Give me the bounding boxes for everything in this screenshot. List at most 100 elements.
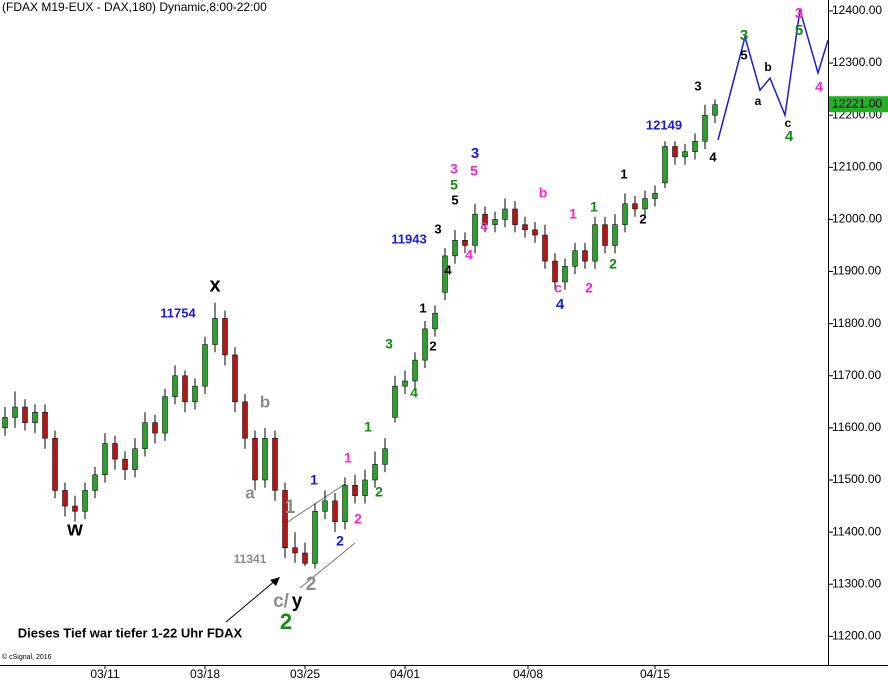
candle-body bbox=[652, 193, 658, 199]
candle-body bbox=[702, 114, 708, 142]
candle-body bbox=[442, 255, 448, 293]
candle-body bbox=[332, 500, 338, 522]
y-tick-label: 11500.00 bbox=[832, 472, 881, 486]
wave-label: w bbox=[66, 518, 83, 540]
candle-body bbox=[72, 505, 78, 512]
y-tick-label: 11900.00 bbox=[832, 264, 881, 278]
wave-label: c bbox=[554, 280, 562, 296]
candle-body bbox=[462, 240, 468, 246]
candle-body bbox=[222, 318, 228, 356]
wave-label: 5 bbox=[450, 177, 458, 193]
candle-body bbox=[562, 266, 568, 283]
candle-body bbox=[432, 312, 438, 330]
chart-title: (FDAX M19-EUX - DAX,180) Dynamic,8:00-22… bbox=[2, 0, 267, 14]
channel-line bbox=[282, 483, 346, 526]
candle-body bbox=[372, 464, 378, 481]
candle-body bbox=[232, 354, 238, 403]
projection-line bbox=[717, 9, 829, 141]
candle-body bbox=[352, 484, 358, 496]
candle-body bbox=[242, 401, 248, 439]
candle-body bbox=[682, 151, 688, 158]
y-tick-label: 12300.00 bbox=[832, 55, 882, 69]
wave-label: 5 bbox=[451, 192, 458, 207]
candle-body bbox=[382, 448, 388, 465]
candle-body bbox=[632, 203, 638, 210]
candle-body bbox=[452, 240, 458, 257]
candle-body bbox=[712, 104, 718, 116]
wave-label: 1 bbox=[344, 450, 352, 466]
candle-body bbox=[2, 417, 8, 429]
channel-line bbox=[299, 542, 356, 589]
candle-body bbox=[522, 224, 528, 231]
candle-body bbox=[552, 260, 558, 283]
last-price-label: 12221.00 bbox=[832, 96, 882, 110]
wave-label: a bbox=[755, 94, 762, 108]
x-tick-label: 04/01 bbox=[390, 667, 420, 681]
wave-label: 1 bbox=[419, 300, 426, 315]
wave-label: 2 bbox=[639, 211, 646, 226]
candle-body bbox=[202, 344, 208, 387]
wave-label: 11754 bbox=[160, 305, 196, 320]
wave-label: 3 bbox=[740, 27, 748, 44]
wave-label: Dieses Tief war tiefer 1-22 Uhr FDAX bbox=[18, 625, 243, 640]
candle-body bbox=[132, 448, 138, 470]
candle-body bbox=[532, 229, 538, 236]
candle-body bbox=[162, 396, 168, 434]
wave-label: 2 bbox=[280, 609, 292, 634]
candle-body bbox=[22, 406, 28, 423]
y-tick-label: 11600.00 bbox=[832, 420, 881, 434]
wave-label: c/ bbox=[273, 591, 290, 612]
candle-body bbox=[182, 375, 188, 403]
wave-label: 2 bbox=[585, 280, 593, 296]
x-tick-label: 03/11 bbox=[90, 667, 119, 681]
wave-label: 2 bbox=[375, 484, 383, 500]
candle-body bbox=[272, 438, 278, 491]
wave-label: y bbox=[292, 591, 303, 612]
copyright: © cSignal, 2016 bbox=[2, 653, 52, 661]
candle-body bbox=[112, 443, 118, 460]
y-tick-label: 12400.00 bbox=[832, 3, 882, 17]
wave-label: 2 bbox=[609, 256, 617, 272]
candle-body bbox=[542, 234, 548, 262]
candle-body bbox=[292, 547, 298, 554]
wave-label: 2 bbox=[429, 338, 436, 353]
wave-label: c bbox=[785, 116, 792, 130]
x-tick-label: 04/08 bbox=[513, 667, 543, 681]
candle-body bbox=[172, 375, 178, 397]
wave-label: 11341 bbox=[234, 552, 267, 566]
y-tick-label: 11700.00 bbox=[832, 368, 881, 382]
wave-label: 4 bbox=[556, 296, 565, 313]
candle-body bbox=[582, 250, 588, 262]
candle-body bbox=[322, 500, 328, 512]
y-tick-label: 11300.00 bbox=[832, 576, 881, 590]
candle-body bbox=[622, 203, 628, 225]
wave-label: 3 bbox=[471, 145, 479, 162]
wave-label: 3 bbox=[434, 221, 441, 236]
x-tick-label: 04/15 bbox=[640, 667, 670, 681]
arrow bbox=[225, 579, 277, 623]
x-tick-label: 03/25 bbox=[290, 667, 320, 681]
y-tick-label: 12000.00 bbox=[832, 212, 882, 226]
wave-label: 3 bbox=[450, 161, 458, 177]
candle-body bbox=[492, 219, 498, 225]
candle-body bbox=[52, 438, 58, 491]
candle-body bbox=[642, 198, 648, 210]
wave-label: 4 bbox=[465, 247, 473, 263]
wave-label: a bbox=[245, 483, 255, 502]
candle-body bbox=[342, 484, 348, 522]
candle-body bbox=[42, 411, 48, 439]
wave-label: 2 bbox=[336, 533, 344, 549]
wave-label: 1 bbox=[285, 497, 296, 518]
candle-body bbox=[482, 213, 488, 225]
y-tick-label: 11800.00 bbox=[832, 316, 881, 330]
wave-label: 4 bbox=[815, 79, 823, 95]
candle-body bbox=[572, 250, 578, 267]
y-tick-label: 11200.00 bbox=[832, 629, 881, 643]
candle-body bbox=[392, 385, 398, 418]
candle-body bbox=[422, 328, 428, 361]
candle-body bbox=[602, 224, 608, 246]
candle-body bbox=[362, 479, 368, 496]
candle-body bbox=[612, 224, 618, 246]
